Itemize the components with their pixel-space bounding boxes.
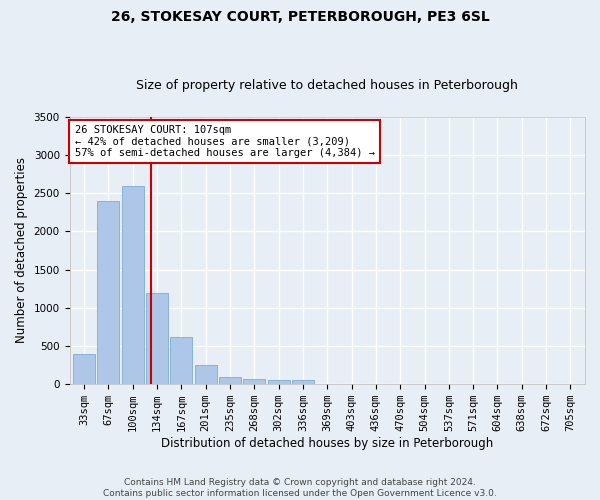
Y-axis label: Number of detached properties: Number of detached properties (15, 158, 28, 344)
Bar (170, 337, 193, 384)
Text: 26, STOKESAY COURT, PETERBOROUGH, PE3 6SL: 26, STOKESAY COURT, PETERBOROUGH, PE3 6S… (110, 10, 490, 24)
Bar (97, 201, 119, 384)
Bar (219, 376, 241, 384)
Bar (195, 365, 217, 384)
Text: 26 STOKESAY COURT: 107sqm
← 42% of detached houses are smaller (3,209)
57% of se: 26 STOKESAY COURT: 107sqm ← 42% of detac… (74, 125, 374, 158)
Bar (73, 354, 95, 384)
Bar (292, 380, 314, 384)
Bar (268, 380, 290, 384)
Bar (244, 379, 265, 384)
Bar (122, 186, 143, 384)
Title: Size of property relative to detached houses in Peterborough: Size of property relative to detached ho… (136, 79, 518, 92)
Text: Contains HM Land Registry data © Crown copyright and database right 2024.
Contai: Contains HM Land Registry data © Crown c… (103, 478, 497, 498)
Bar (146, 292, 168, 384)
X-axis label: Distribution of detached houses by size in Peterborough: Distribution of detached houses by size … (161, 437, 493, 450)
